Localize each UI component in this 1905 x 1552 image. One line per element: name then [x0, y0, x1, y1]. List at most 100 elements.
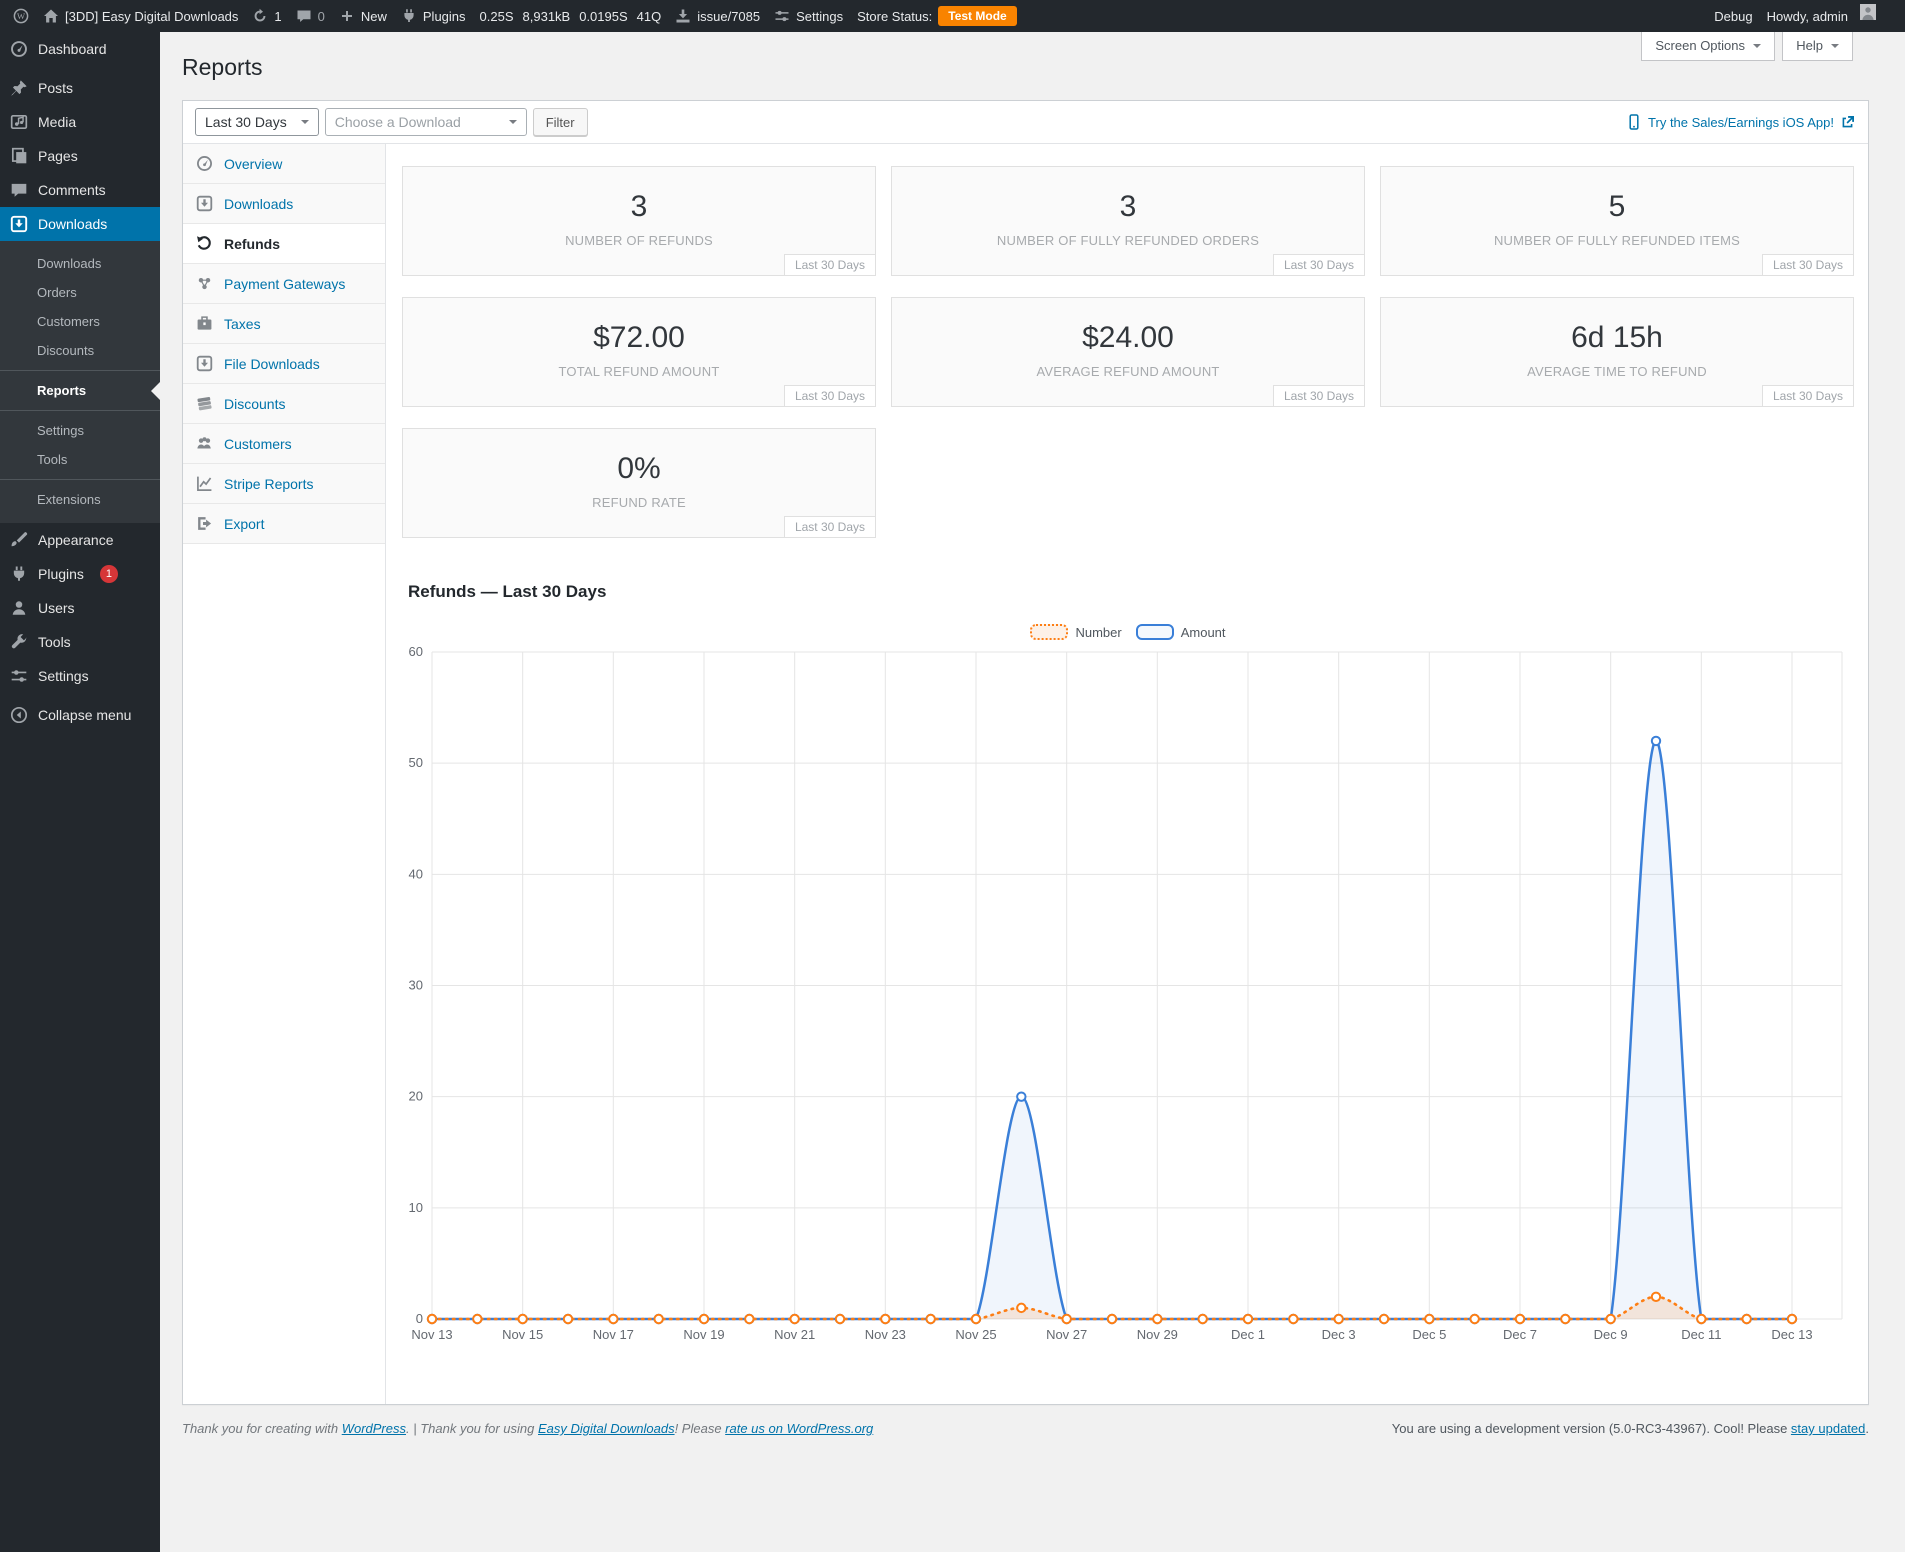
query-monitor-time[interactable]: 0.25S: [473, 0, 521, 32]
filter-button[interactable]: Filter: [533, 108, 588, 136]
report-tab-taxes[interactable]: Taxes: [183, 304, 385, 344]
submenu-item-orders[interactable]: Orders: [0, 278, 160, 307]
svg-text:Dec 13: Dec 13: [1771, 1327, 1812, 1342]
stat-range-tag: Last 30 Days: [1762, 385, 1854, 407]
submenu-item-settings[interactable]: Settings: [0, 416, 160, 445]
new-content-button[interactable]: New: [332, 0, 394, 32]
network-icon: [195, 275, 214, 292]
updates-link[interactable]: 1: [245, 0, 288, 32]
sidebar-item-settings[interactable]: Settings: [0, 659, 160, 693]
legend-number[interactable]: Number: [1030, 624, 1121, 640]
download-icon: [195, 195, 214, 212]
comments-link[interactable]: 0: [289, 0, 332, 32]
pages-icon: [9, 146, 29, 166]
report-tab-payment-gateways[interactable]: Payment Gateways: [183, 264, 385, 304]
report-tab-overview[interactable]: Overview: [183, 144, 385, 184]
chevron-down-icon: [301, 120, 309, 128]
main-content: Screen Options Help Reports Last 30 Days…: [160, 32, 1905, 1436]
issue-link[interactable]: issue/7085: [668, 0, 767, 32]
sliders-icon: [774, 8, 790, 24]
settings-adminbar-link[interactable]: Settings: [767, 0, 850, 32]
sidebar-item-media[interactable]: Media: [0, 105, 160, 139]
submenu-item-reports[interactable]: Reports: [0, 376, 160, 405]
gauge-icon: [9, 39, 29, 59]
footer-link-easy-digital-downloads[interactable]: Easy Digital Downloads: [538, 1421, 675, 1436]
wordpress-logo-button[interactable]: W: [6, 0, 36, 32]
report-tab-file-downloads[interactable]: File Downloads: [183, 344, 385, 384]
svg-text:Nov 27: Nov 27: [1046, 1327, 1087, 1342]
report-tab-export[interactable]: Export: [183, 504, 385, 544]
admin-sidebar: DashboardPostsMediaPagesCommentsDownload…: [0, 32, 160, 1552]
footer-link-stay-updated[interactable]: stay updated: [1791, 1421, 1865, 1436]
submenu-item-discounts[interactable]: Discounts: [0, 336, 160, 365]
query-monitor-dbtime[interactable]: 0.0195S: [577, 0, 634, 32]
account-menu[interactable]: Howdy, admin: [1760, 0, 1891, 32]
sidebar-item-comments[interactable]: Comments: [0, 173, 160, 207]
footer-credits: Thank you for creating with WordPress. |…: [182, 1421, 873, 1436]
update-count-badge: 1: [100, 565, 118, 583]
report-tab-label: Payment Gateways: [224, 276, 345, 292]
downloads-submenu: DownloadsOrdersCustomersDiscounts Reports…: [0, 241, 160, 523]
debug-link[interactable]: Debug: [1707, 0, 1759, 32]
ios-app-link[interactable]: Try the Sales/Earnings iOS App!: [1626, 114, 1856, 130]
sidebar-item-plugins[interactable]: Plugins1: [0, 557, 160, 591]
wordpress-logo-icon: W: [13, 8, 29, 24]
download-select[interactable]: Choose a Download: [325, 108, 527, 136]
plugin-icon: [9, 564, 29, 584]
sidebar-item-dashboard[interactable]: Dashboard: [0, 32, 160, 66]
footer-link-wordpress[interactable]: WordPress: [342, 1421, 406, 1436]
svg-text:0: 0: [416, 1311, 423, 1326]
plugins-link[interactable]: Plugins: [394, 0, 473, 32]
report-tab-discounts[interactable]: Discounts: [183, 384, 385, 424]
submenu-item-extensions[interactable]: Extensions: [0, 485, 160, 514]
help-button[interactable]: Help: [1782, 32, 1853, 61]
legend-amount[interactable]: Amount: [1136, 624, 1226, 640]
chart-title: Refunds — Last 30 Days: [408, 582, 1854, 602]
phone-icon: [1626, 114, 1642, 130]
number-swatch: [1030, 624, 1068, 640]
sidebar-item-users[interactable]: Users: [0, 591, 160, 625]
download-tray-icon: [675, 8, 691, 24]
footer-version: You are using a development version (5.0…: [1392, 1421, 1869, 1436]
test-mode-badge: Test Mode: [938, 6, 1016, 26]
screen-options-button[interactable]: Screen Options: [1641, 32, 1775, 61]
collapse-icon: [9, 705, 29, 725]
stat-value: 5: [1381, 190, 1853, 224]
footer-link-rate-us-on-wordpress-org[interactable]: rate us on WordPress.org: [725, 1421, 873, 1436]
query-monitor-memory[interactable]: 8,931kB: [521, 0, 578, 32]
sidebar-item-pages[interactable]: Pages: [0, 139, 160, 173]
sidebar-item-collapse-menu[interactable]: Collapse menu: [0, 698, 160, 732]
report-tab-stripe-reports[interactable]: Stripe Reports: [183, 464, 385, 504]
svg-text:20: 20: [409, 1089, 423, 1104]
site-name-link[interactable]: [3DD] Easy Digital Downloads: [36, 0, 245, 32]
footer: Thank you for creating with WordPress. |…: [160, 1405, 1905, 1436]
date-range-select[interactable]: Last 30 Days: [195, 108, 319, 136]
report-main: 3NUMBER OF REFUNDSLast 30 Days3NUMBER OF…: [386, 144, 1868, 1404]
report-tab-label: Downloads: [224, 196, 293, 212]
sidebar-item-downloads[interactable]: Downloads: [0, 207, 160, 241]
submenu-item-downloads[interactable]: Downloads: [0, 249, 160, 278]
stat-tile-average-refund-amount: $24.00AVERAGE REFUND AMOUNTLast 30 Days: [891, 297, 1365, 407]
sidebar-item-posts[interactable]: Posts: [0, 71, 160, 105]
sidebar-item-tools[interactable]: Tools: [0, 625, 160, 659]
chevron-down-icon: [509, 120, 517, 128]
report-tab-downloads[interactable]: Downloads: [183, 184, 385, 224]
svg-text:Nov 21: Nov 21: [774, 1327, 815, 1342]
report-tab-customers[interactable]: Customers: [183, 424, 385, 464]
submenu-item-customers[interactable]: Customers: [0, 307, 160, 336]
report-tab-refunds[interactable]: Refunds: [183, 224, 385, 264]
stat-tile-number-of-refunds: 3NUMBER OF REFUNDSLast 30 Days: [402, 166, 876, 276]
sidebar-item-label: Dashboard: [38, 41, 107, 57]
sidebar-item-label: Settings: [38, 668, 89, 684]
svg-text:Dec 5: Dec 5: [1412, 1327, 1446, 1342]
svg-text:Nov 13: Nov 13: [411, 1327, 452, 1342]
submenu-item-tools[interactable]: Tools: [0, 445, 160, 474]
svg-text:Nov 29: Nov 29: [1137, 1327, 1178, 1342]
store-status[interactable]: Store Status:Test Mode: [850, 0, 1024, 32]
query-monitor-queries[interactable]: 41Q: [635, 0, 669, 32]
report-tab-label: Export: [224, 516, 264, 532]
sidebar-item-appearance[interactable]: Appearance: [0, 523, 160, 557]
sidebar-item-label: Pages: [38, 148, 78, 164]
stat-range-tag: Last 30 Days: [784, 385, 876, 407]
svg-text:Dec 11: Dec 11: [1681, 1327, 1721, 1342]
